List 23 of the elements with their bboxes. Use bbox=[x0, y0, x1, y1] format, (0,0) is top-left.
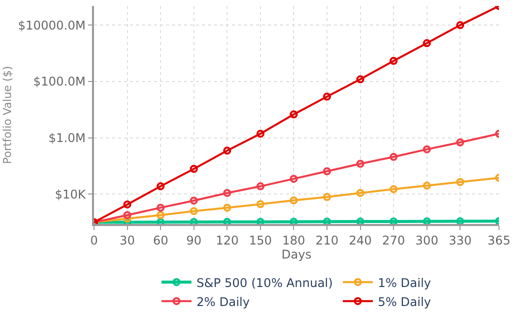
legend-label: 2% Daily bbox=[196, 294, 250, 309]
x-tick-label: 60 bbox=[152, 233, 168, 248]
y-axis-title: Portfolio Value ($) bbox=[1, 66, 14, 164]
x-tick-label: 90 bbox=[186, 233, 202, 248]
legend-label: 5% Daily bbox=[378, 294, 432, 309]
x-tick-label: 150 bbox=[248, 233, 272, 248]
x-tick-label: 120 bbox=[216, 233, 239, 248]
legend-label: S&P 500 (10% Annual) bbox=[196, 276, 333, 290]
x-axis-title: Days bbox=[282, 247, 312, 262]
y-tick-label: $1.0M bbox=[48, 131, 86, 146]
x-tick-label: 180 bbox=[282, 233, 306, 248]
x-tick-label: 0 bbox=[90, 233, 98, 248]
x-tick-label: 210 bbox=[316, 233, 338, 248]
y-tick-label: $100.0M bbox=[33, 74, 86, 89]
x-tick-label: 330 bbox=[448, 233, 472, 248]
x-tick-label: 270 bbox=[382, 233, 406, 248]
legend-label: 1% Daily bbox=[378, 276, 432, 290]
x-tick-label: 240 bbox=[348, 233, 372, 248]
x-tick-label: 300 bbox=[415, 233, 438, 248]
x-tick-label: 365 bbox=[488, 233, 510, 248]
x-tick-label: 30 bbox=[120, 233, 135, 248]
y-tick-label: $10000.0M bbox=[18, 18, 86, 32]
y-tick-label: $10K bbox=[54, 187, 87, 202]
